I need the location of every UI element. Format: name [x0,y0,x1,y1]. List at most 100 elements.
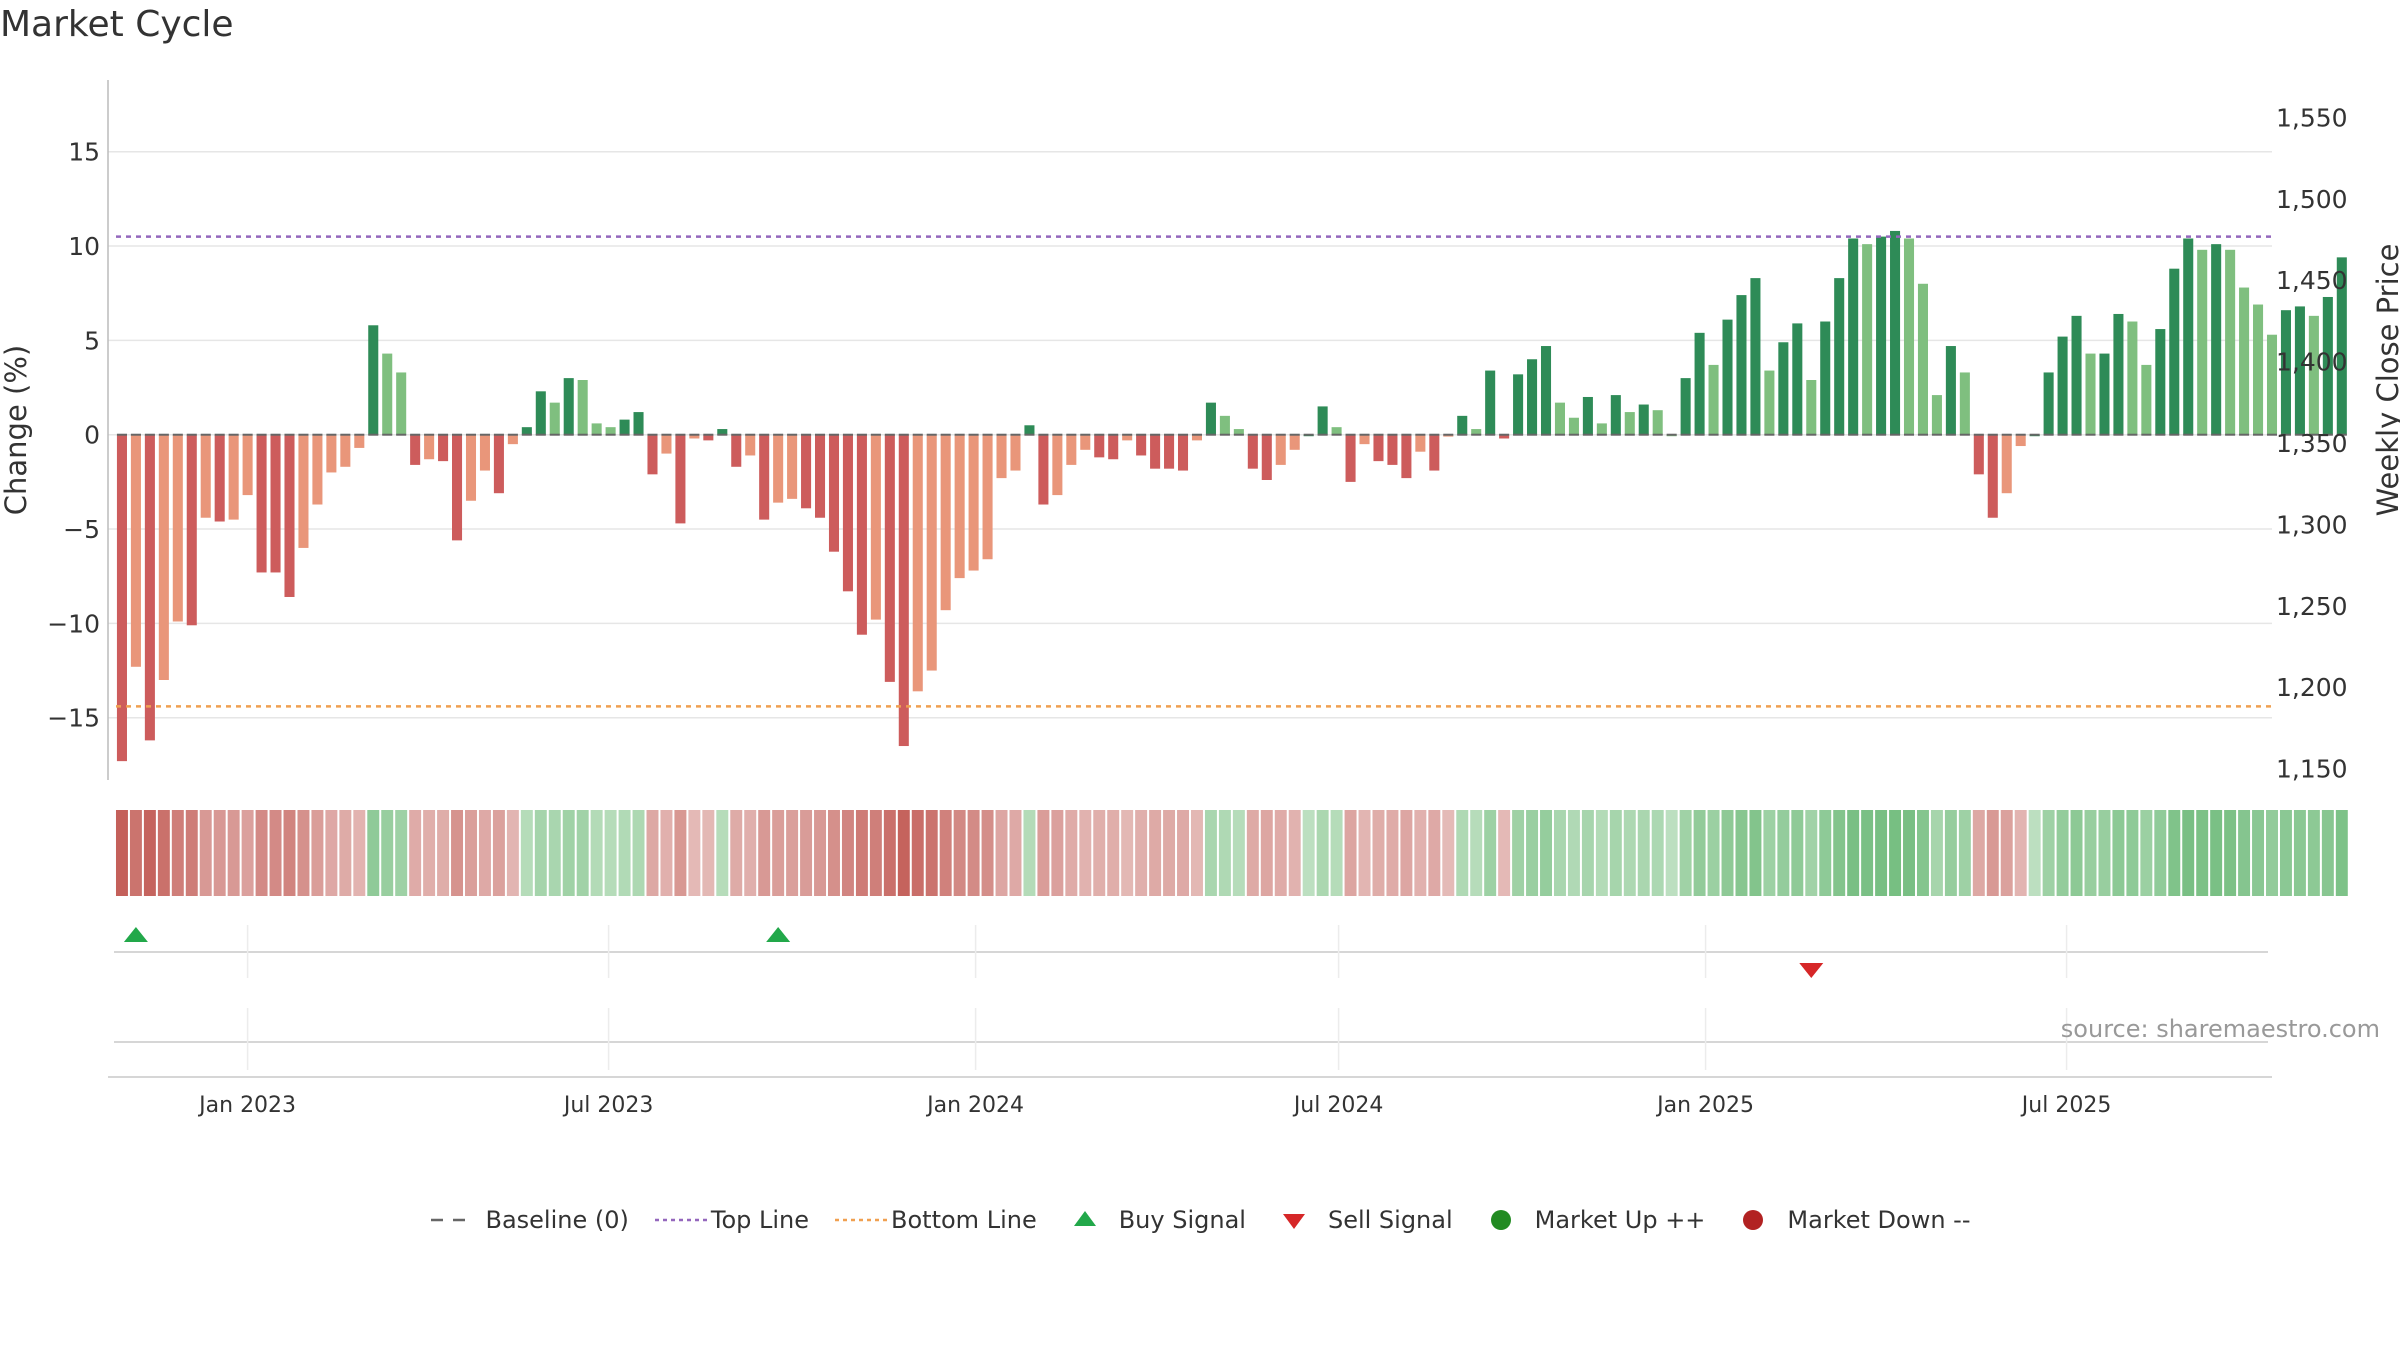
bar [1401,434,1412,479]
y2-tick-label: 1,500 [2276,185,2348,214]
bar [1764,370,1775,435]
heat-cell [953,810,966,896]
bar [954,434,965,579]
heat-cell [1163,810,1176,896]
bar [1345,434,1356,482]
heat-cell [2028,810,2041,896]
heat-cell [758,810,771,896]
heat-cell [2307,810,2320,896]
x-tick-label: Jan 2025 [1655,1093,1754,1118]
bar [591,423,602,435]
bar [2225,249,2236,435]
y-tick-label: −5 [63,515,100,544]
heat-cell [1177,810,1189,896]
heat-cell [1972,810,1985,896]
heat-cell [632,810,645,896]
bar [828,434,840,552]
heat-cell [1288,810,1301,896]
bar [382,353,393,435]
heat-cell [1665,810,1678,896]
heat-cell [213,810,226,896]
bar [1540,346,1552,435]
heat-cell [995,810,1008,896]
bar [2239,287,2250,435]
heat-cell [772,810,785,896]
bar [703,434,714,441]
bar [1373,434,1384,462]
bar [340,434,351,467]
y2-tick-label: 1,350 [2276,429,2348,458]
y2-tick-label: 1,550 [2276,103,2348,132]
bar [898,434,909,747]
heat-cell [2279,810,2292,896]
heat-cell [1246,810,1259,896]
heat-cell [2182,810,2195,896]
heat-cell [311,810,324,896]
bar [1596,423,1607,435]
bar [996,434,1007,479]
heat-cell [1609,810,1622,896]
legend-item-buy-signal: Buy Signal [1063,1206,1246,1234]
bar [1806,380,1817,435]
heat-cell [814,810,827,896]
bar [424,434,435,460]
bar [1164,434,1175,469]
bar [1834,278,1845,435]
heat-cell [143,810,156,896]
bar [1177,434,1189,471]
bar [912,434,923,692]
bar [2043,372,2054,435]
heat-cell [409,810,422,896]
legend-label-buy-signal: Buy Signal [1118,1206,1246,1234]
bar [787,434,798,499]
heat-cell [227,810,240,896]
heat-cell [2252,810,2265,896]
heat-cell [1470,810,1483,896]
heat-cell [925,810,938,896]
axis-layer: −15 −10 −5 0 5 10 15 1,150 1,200 1,250 1,300 1,350 1… [0,80,2400,784]
heat-cell [1651,810,1664,896]
heat-cell [1330,810,1343,896]
heat-cell [1833,810,1846,896]
heat-cell [1260,810,1273,896]
bar [689,434,700,439]
heat-cell [1442,810,1455,896]
heat-cell [2335,810,2348,896]
bar [717,429,728,435]
heat-cell [1191,810,1203,896]
bar [479,434,490,471]
y2-axis-title: Weekly Close Price [2371,244,2400,517]
bar [814,434,826,518]
bar [1917,283,1928,435]
bar [200,434,211,518]
bar [856,434,867,635]
bar [1108,434,1119,460]
heat-cell [1344,810,1357,896]
bar [2336,257,2347,435]
heat-cell [297,810,310,896]
heat-cell [2224,810,2237,896]
heat-cell [1944,810,1957,896]
bar [130,434,141,667]
heat-cell [465,810,477,896]
bar [1736,295,1747,435]
heat-cell [1079,810,1092,896]
bar [1429,434,1440,471]
heat-cell [1386,810,1399,896]
bar [1931,395,1942,435]
bar [1722,319,1733,435]
heat-cell [897,810,910,896]
heat-cell [1553,810,1566,896]
bar [759,434,770,520]
bar [507,434,518,445]
heat-cell [1916,810,1929,896]
bar [1038,434,1049,505]
bar [1652,410,1663,435]
heat-cell [800,810,813,896]
bar [1275,434,1286,465]
bar [1066,434,1077,465]
heat-cell [688,810,701,896]
bar [884,434,895,682]
bar [801,434,812,509]
heat-cell [1721,810,1734,896]
